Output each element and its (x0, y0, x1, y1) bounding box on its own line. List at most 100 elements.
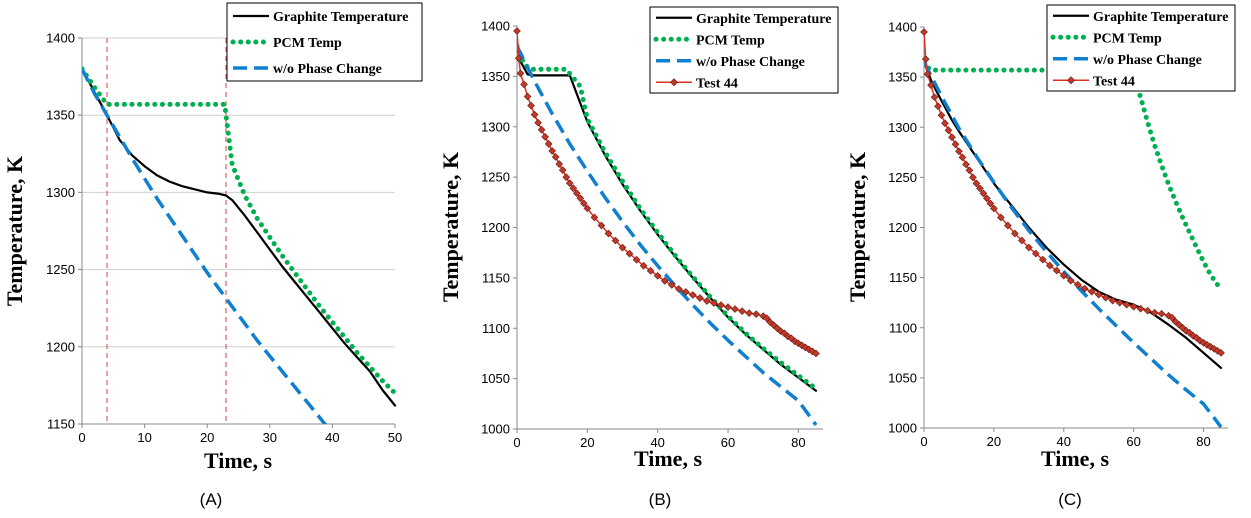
legend-box (1046, 4, 1236, 92)
series-marker (769, 321, 778, 330)
x-tick-label: 40 (650, 435, 664, 450)
series-marker (784, 332, 792, 341)
series-line (517, 45, 818, 427)
series-marker (583, 204, 592, 213)
series-marker (1206, 342, 1215, 351)
x-tick-label: 20 (200, 430, 214, 445)
y-tick-label: 1300 (481, 119, 510, 134)
x-tick-label: 10 (137, 430, 151, 445)
legend-marker (1066, 76, 1076, 85)
series-line (82, 66, 398, 396)
y-tick-label: 1300 (888, 120, 917, 135)
series-marker (1196, 336, 1204, 345)
legend-entry: w/o Phase Change (1093, 53, 1202, 68)
series-marker (513, 27, 521, 35)
series-line (82, 68, 328, 424)
series-line (517, 43, 819, 392)
x-tick-label: 80 (1196, 434, 1210, 449)
series-marker (558, 166, 567, 174)
series-marker (1182, 326, 1190, 335)
series-marker (920, 28, 928, 36)
series-marker (565, 179, 574, 187)
legend: Graphite Temperature PCM Temp w/o Phase Ch… (649, 6, 839, 94)
legend-entry: PCM Temp (696, 33, 765, 48)
series-marker (1157, 309, 1166, 318)
x-tick-label: 40 (325, 430, 339, 445)
series-marker (523, 92, 532, 101)
series-marker (696, 294, 704, 302)
series-marker (752, 310, 760, 318)
x-tick-label: 0 (78, 430, 85, 445)
series-marker (717, 301, 725, 309)
chart-panel: 1000 1050 1100 1150 1200 1250 1300 1350 1400 0 20 4… (438, 6, 839, 509)
series-marker (1094, 290, 1103, 299)
series-marker (738, 307, 746, 315)
series-marker (527, 101, 535, 110)
series-marker (1108, 296, 1117, 305)
series-marker (639, 261, 648, 270)
panel-label: (A) (200, 490, 223, 509)
y-tick-label: 1100 (889, 320, 917, 335)
y-tick-label: 1150 (47, 417, 75, 432)
series-marker (731, 305, 739, 313)
y-tick-label: 1000 (481, 422, 510, 437)
series-marker (625, 249, 634, 258)
chart-panel: 1000 1050 1100 1150 1200 1250 1300 1350 1400 0 20 4… (845, 4, 1236, 509)
series-marker (941, 119, 949, 128)
x-axis-label: Time, s (204, 448, 272, 473)
series-marker (759, 312, 768, 320)
x-tick-label: 60 (721, 435, 735, 450)
series-marker (1038, 255, 1047, 264)
panel-label: (B) (649, 490, 672, 509)
series-marker (1101, 293, 1110, 302)
series-marker (710, 299, 718, 307)
series-marker (1143, 306, 1152, 315)
y-tick-label: 1000 (888, 421, 917, 436)
series-marker (1059, 271, 1068, 280)
x-tick-label: 20 (987, 434, 1001, 449)
series-marker (653, 272, 662, 280)
series-marker (1136, 304, 1145, 313)
series-marker (674, 285, 683, 293)
y-tick-label: 1100 (482, 321, 510, 336)
legend-entry: w/o Phase Change (696, 55, 805, 70)
legend-entry: w/o Phase Change (273, 62, 382, 77)
series-marker (1031, 249, 1040, 258)
series-marker (997, 213, 1005, 222)
legend-box (649, 6, 839, 94)
y-tick-label: 1250 (481, 170, 510, 185)
series-marker (724, 303, 732, 311)
y-tick-label: 1400 (888, 20, 917, 35)
x-axis-label: Time, s (1041, 446, 1109, 471)
series-marker (580, 199, 588, 208)
series-marker (1189, 331, 1197, 340)
series-marker (773, 324, 782, 333)
y-tick-label: 1250 (46, 262, 75, 277)
y-tick-label: 1250 (888, 170, 917, 185)
legend-entry: Graphite Temperature (696, 12, 831, 27)
series-marker (976, 184, 984, 193)
series-marker (937, 111, 946, 120)
series-line (517, 45, 818, 392)
y-tick-label: 1200 (46, 339, 75, 354)
series-marker (611, 236, 620, 245)
legend-entry: PCM Temp (1093, 31, 1162, 46)
panel-label: (C) (1058, 490, 1082, 509)
series-marker (979, 189, 988, 198)
series-line (82, 67, 397, 407)
series-marker (986, 199, 995, 208)
y-tick-label: 1150 (482, 270, 510, 285)
series-marker (801, 343, 810, 352)
series-marker (590, 213, 599, 222)
series-marker (745, 309, 753, 317)
series-marker (1011, 229, 1019, 238)
series-marker (682, 288, 690, 296)
series-marker (1115, 298, 1124, 307)
series-marker (972, 179, 981, 188)
series-marker (812, 349, 820, 358)
y-tick-label: 1350 (481, 69, 510, 84)
chart-panel: 1150 1200 1250 1300 1350 1400 0 10 20 30 40 50 Time,… (2, 2, 423, 509)
series-line (924, 59, 1224, 293)
series-marker (1004, 221, 1012, 230)
series-marker (1045, 261, 1054, 270)
